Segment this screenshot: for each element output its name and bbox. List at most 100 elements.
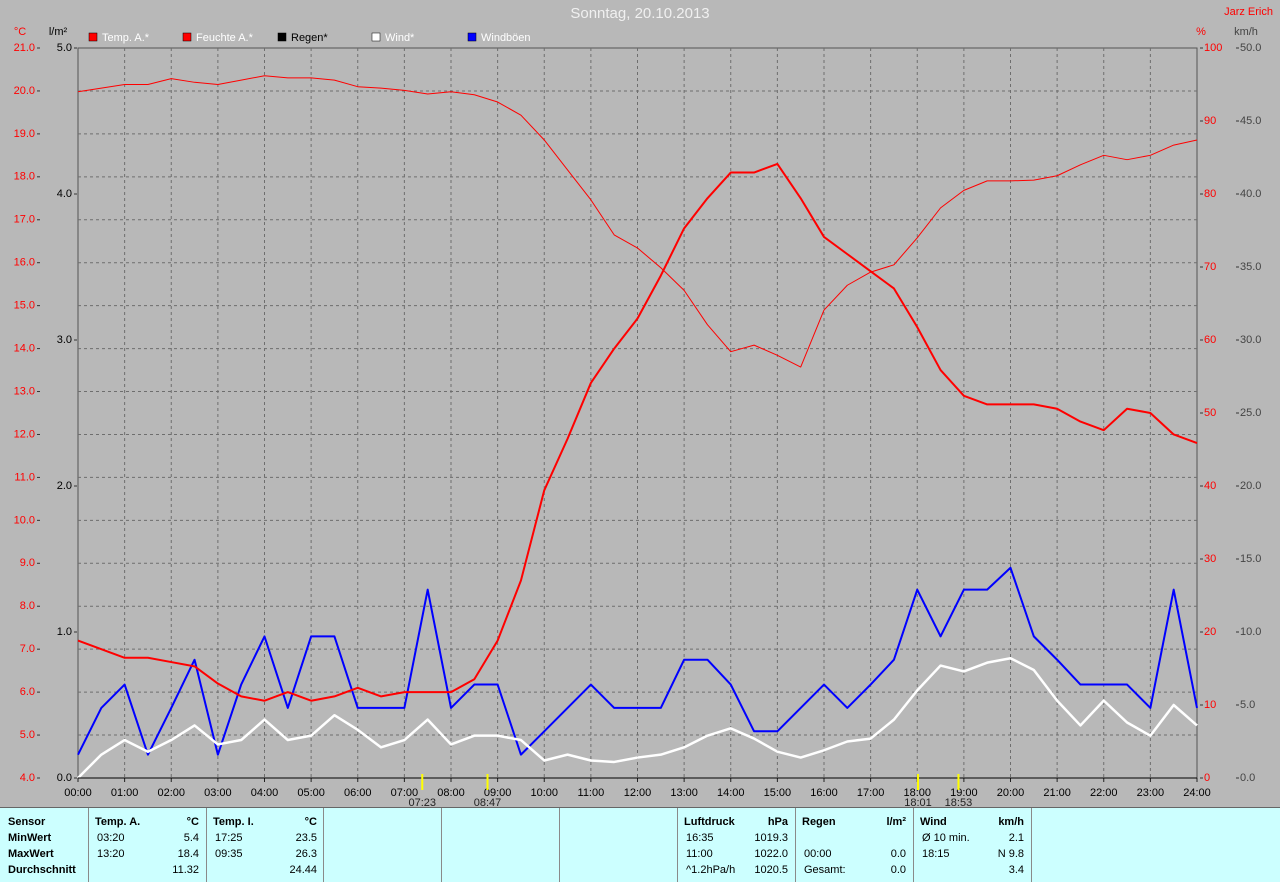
table-cell: 09:35 <box>215 848 243 860</box>
table-cell: °C <box>304 816 317 828</box>
legend-label: Feuchte A.* <box>196 32 254 44</box>
y4-tick-label: 40.0 <box>1240 188 1261 200</box>
summary-panel: Sensor MinWert MaxWert Durchschnitt Temp. A.… <box>0 807 1280 882</box>
legend-swatch <box>88 32 98 42</box>
x-tick-label: 00:00 <box>64 787 92 799</box>
y-tick-label: 12.0 <box>14 428 35 440</box>
table-cell: Wind <box>920 816 947 828</box>
y4-tick-label: 20.0 <box>1240 480 1261 492</box>
y-tick-label: 8.0 <box>20 600 35 612</box>
y-tick-label: 18.0 <box>14 171 35 183</box>
table-cell: 0.0 <box>890 848 906 860</box>
x-tick-label: 06:00 <box>344 787 372 799</box>
x-tick-label: 23:00 <box>1137 787 1165 799</box>
y-tick-label: 14.0 <box>14 342 35 354</box>
y3-unit: l/m² <box>49 26 68 38</box>
x-tick-label: 18:00 <box>903 787 931 799</box>
x-tick-label: 10:00 <box>530 787 558 799</box>
y2-tick-label: 20 <box>1204 626 1216 638</box>
table-cell: Temp. A. <box>95 816 141 828</box>
event-label: 07:23 <box>408 797 436 807</box>
x-tick-label: 16:00 <box>810 787 838 799</box>
chart-title: Sonntag, 20.10.2013 <box>570 5 709 22</box>
legend-label: Wind* <box>385 32 415 44</box>
y3-tick-label: 0.0 <box>57 772 72 784</box>
table-cell: 11.32 <box>172 864 199 876</box>
x-tick-label: 09:00 <box>484 787 512 799</box>
x-tick-label: 17:00 <box>857 787 885 799</box>
table-cell: 1019.3 <box>754 832 788 844</box>
table-cell: 3.4 <box>1008 864 1024 876</box>
y3-tick-label: 5.0 <box>57 42 72 54</box>
chart: Sonntag, 20.10.2013 Jarz Erich °C l/m² %… <box>14 5 1273 807</box>
divider <box>1031 808 1032 882</box>
y-tick-label: 9.0 <box>20 557 35 569</box>
table-cell: N 9.8 <box>997 848 1024 860</box>
table-cell: Gesamt: <box>804 864 846 876</box>
x-tick-label: 20:00 <box>997 787 1025 799</box>
table-cell: km/h <box>998 816 1024 828</box>
y4-tick-label: 0.0 <box>1240 772 1255 784</box>
y-tick-label: 4.0 <box>20 772 35 784</box>
table-cell: Regen <box>802 816 836 828</box>
x-tick-label: 05:00 <box>297 787 325 799</box>
x-tick-label: 22:00 <box>1090 787 1118 799</box>
legend-label: Temp. A.* <box>102 32 150 44</box>
table-cell: hPa <box>767 816 788 828</box>
table-cell: 18:15 <box>922 848 950 860</box>
divider <box>88 808 89 882</box>
y-tick-label: 17.0 <box>14 214 35 226</box>
y-tick-label: 11.0 <box>14 471 35 483</box>
x-tick-label: 07:00 <box>391 787 419 799</box>
legend-label: Regen* <box>291 32 328 44</box>
table-cell: 24.44 <box>289 864 317 876</box>
table-cell: 2.1 <box>1008 832 1024 844</box>
y2-tick-label: 100 <box>1204 42 1222 54</box>
author: Jarz Erich <box>1224 6 1273 18</box>
y-tick-label: 15.0 <box>14 300 35 312</box>
y-tick-label: 7.0 <box>20 643 35 655</box>
x-tick-label: 11:00 <box>578 787 605 799</box>
series-line <box>77 75 1198 368</box>
table-cell: Ø 10 min. <box>922 832 970 844</box>
series-line <box>77 162 1198 702</box>
table-cell: 5.4 <box>183 832 199 844</box>
table-cell: Sensor <box>8 816 46 828</box>
y3-tick-label: 1.0 <box>57 626 72 638</box>
table-cell: 0.0 <box>890 864 906 876</box>
event-label: 18:01 <box>904 797 932 807</box>
divider <box>206 808 207 882</box>
legend-label: Windböen <box>481 32 531 44</box>
table-cell: 16:35 <box>686 832 714 844</box>
x-tick-label: 13:00 <box>670 787 698 799</box>
y2-tick-label: 60 <box>1204 334 1216 346</box>
table-cell: Temp. I. <box>213 816 254 828</box>
y-tick-label: 19.0 <box>14 128 35 140</box>
table-cell: 00:00 <box>804 848 832 860</box>
event-label: 18:53 <box>945 797 973 807</box>
table-cell: 23.5 <box>295 832 317 844</box>
y-tick-label: 5.0 <box>20 729 35 741</box>
x-tick-label: 21:00 <box>1043 787 1071 799</box>
y3-tick-label: 3.0 <box>57 334 72 346</box>
y-tick-label: 16.0 <box>14 257 35 269</box>
table-cell: Luftdruck <box>684 816 735 828</box>
table-cell: 03:20 <box>97 832 125 844</box>
x-tick-label: 15:00 <box>764 787 792 799</box>
x-tick-label: 19:00 <box>950 787 978 799</box>
table-cell: °C <box>186 816 199 828</box>
x-tick-label: 14:00 <box>717 787 745 799</box>
y4-tick-label: 15.0 <box>1240 553 1261 565</box>
table-cell: 11:00 <box>686 848 713 860</box>
x-tick-label: 08:00 <box>437 787 465 799</box>
y4-tick-label: 10.0 <box>1240 626 1261 638</box>
x-tick-label: 01:00 <box>111 787 139 799</box>
y2-tick-label: 30 <box>1204 553 1216 565</box>
y4-tick-label: 30.0 <box>1240 334 1261 346</box>
table-cell: 26.3 <box>295 848 317 860</box>
y2-tick-label: 80 <box>1204 188 1216 200</box>
y3-tick-label: 4.0 <box>57 188 72 200</box>
y4-tick-label: 5.0 <box>1240 699 1255 711</box>
series-line <box>77 657 1198 779</box>
